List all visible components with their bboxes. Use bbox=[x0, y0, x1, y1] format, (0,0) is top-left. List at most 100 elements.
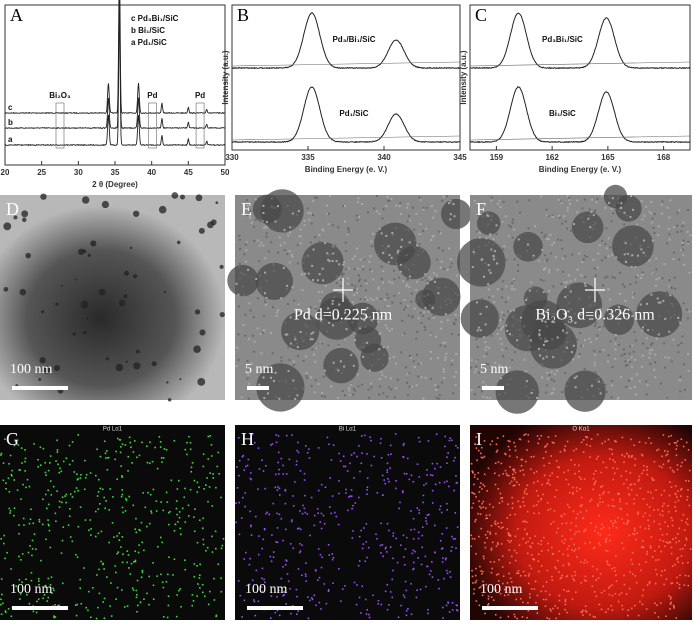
signal-dot bbox=[130, 446, 132, 448]
signal-dot bbox=[654, 550, 656, 552]
signal-dot bbox=[547, 443, 549, 445]
signal-dot bbox=[307, 513, 309, 515]
noise bbox=[581, 261, 583, 263]
signal-dot bbox=[406, 590, 408, 592]
signal-dot bbox=[174, 558, 176, 560]
signal-dot bbox=[560, 578, 562, 580]
signal-dot bbox=[681, 555, 683, 557]
signal-dot bbox=[168, 524, 170, 526]
signal-dot bbox=[497, 543, 499, 545]
signal-dot bbox=[661, 467, 663, 469]
particle bbox=[261, 189, 304, 232]
signal-dot bbox=[612, 479, 614, 481]
signal-dot bbox=[1, 613, 3, 615]
noise bbox=[369, 269, 371, 271]
signal-dot bbox=[447, 452, 449, 454]
signal-dot bbox=[320, 554, 322, 556]
noise bbox=[597, 266, 599, 268]
signal-dot bbox=[314, 595, 316, 597]
noise bbox=[432, 314, 434, 316]
signal-dot bbox=[667, 505, 669, 507]
noise bbox=[268, 250, 270, 252]
signal-dot bbox=[177, 488, 179, 490]
noise bbox=[401, 239, 403, 241]
noise bbox=[595, 379, 597, 381]
signal-dot bbox=[672, 470, 674, 472]
signal-dot bbox=[221, 548, 223, 550]
noise bbox=[551, 244, 553, 246]
signal-dot bbox=[149, 462, 151, 464]
signal-dot bbox=[127, 605, 129, 607]
signal-dot bbox=[70, 493, 72, 495]
noise bbox=[607, 361, 609, 363]
signal-dot bbox=[277, 527, 279, 529]
noise bbox=[455, 314, 457, 316]
signal-dot bbox=[525, 542, 527, 544]
signal-dot bbox=[547, 543, 549, 545]
signal-dot bbox=[453, 538, 455, 540]
noise bbox=[502, 280, 504, 282]
signal-dot bbox=[545, 445, 547, 447]
signal-dot bbox=[545, 605, 547, 607]
signal-dot bbox=[577, 513, 579, 515]
signal-dot bbox=[631, 455, 633, 457]
noise bbox=[255, 198, 257, 200]
signal-dot bbox=[422, 502, 424, 504]
signal-dot bbox=[537, 435, 539, 437]
noise bbox=[450, 258, 452, 260]
x-tick-label: 168 bbox=[657, 153, 671, 162]
signal-dot bbox=[589, 542, 591, 544]
signal-dot bbox=[520, 459, 522, 461]
noise bbox=[646, 393, 648, 395]
noise bbox=[493, 258, 495, 260]
signal-dot bbox=[599, 498, 601, 500]
signal-dot bbox=[445, 557, 447, 559]
noise bbox=[612, 212, 614, 214]
signal-dot bbox=[146, 526, 148, 528]
particle bbox=[133, 274, 137, 278]
noise bbox=[455, 319, 457, 321]
signal-dot bbox=[609, 586, 611, 588]
signal-dot bbox=[555, 435, 557, 437]
signal-dot bbox=[678, 540, 680, 542]
signal-dot bbox=[658, 449, 660, 451]
signal-dot bbox=[657, 509, 659, 511]
signal-dot bbox=[488, 468, 490, 470]
noise bbox=[502, 318, 504, 320]
signal-dot bbox=[338, 493, 340, 495]
noise bbox=[295, 387, 297, 389]
signal-dot bbox=[659, 539, 661, 541]
signal-dot bbox=[581, 504, 583, 506]
noise bbox=[453, 203, 455, 205]
signal-dot bbox=[354, 582, 356, 584]
signal-dot bbox=[42, 499, 44, 501]
noise bbox=[634, 331, 636, 333]
signal-dot bbox=[76, 604, 78, 606]
noise bbox=[601, 195, 603, 197]
signal-dot bbox=[634, 458, 636, 460]
signal-dot bbox=[482, 501, 484, 503]
noise bbox=[272, 306, 274, 308]
signal-dot bbox=[143, 550, 145, 552]
signal-dot bbox=[501, 543, 503, 545]
signal-dot bbox=[612, 595, 614, 597]
particle bbox=[133, 362, 140, 369]
signal-dot bbox=[676, 445, 678, 447]
noise bbox=[321, 395, 323, 397]
signal-dot bbox=[388, 604, 390, 606]
signal-dot bbox=[541, 484, 543, 486]
signal-dot bbox=[296, 613, 298, 615]
noise bbox=[285, 322, 287, 324]
noise bbox=[406, 207, 408, 209]
noise bbox=[519, 255, 521, 257]
noise bbox=[324, 242, 326, 244]
noise bbox=[395, 227, 397, 229]
signal-dot bbox=[6, 552, 8, 554]
signal-dot bbox=[147, 462, 149, 464]
signal-dot bbox=[98, 479, 100, 481]
noise bbox=[568, 285, 570, 287]
signal-dot bbox=[420, 589, 422, 591]
signal-dot bbox=[595, 526, 597, 528]
signal-dot bbox=[675, 501, 677, 503]
signal-dot bbox=[441, 533, 443, 535]
